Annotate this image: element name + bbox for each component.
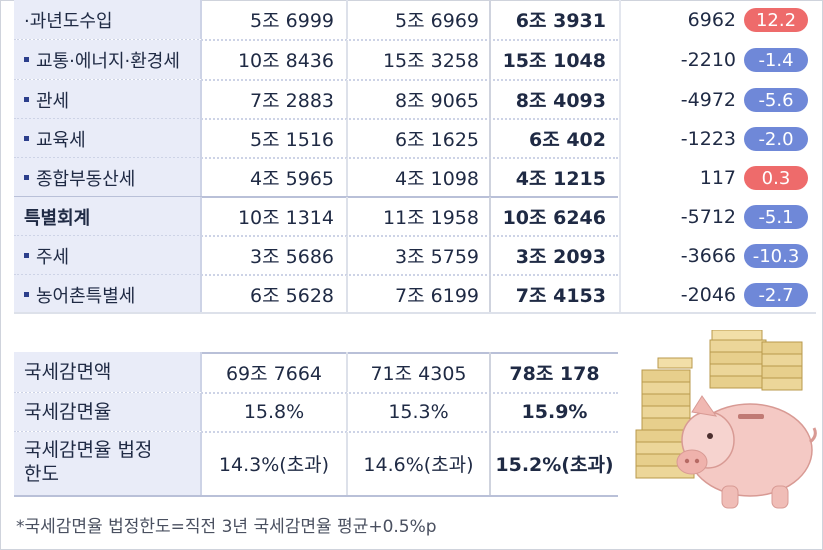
piggy-bank-with-money-stacks-icon xyxy=(635,330,817,509)
bullet-icon xyxy=(24,97,29,102)
bullet-icon xyxy=(24,57,29,62)
change-value: -3666 xyxy=(680,244,736,267)
table-row: 국세감면율 15.8% 15.3% 15.9% xyxy=(14,393,618,431)
value-col2: 5조 6969 xyxy=(348,0,491,39)
table-row: 교육세 5조 1516 6조 1625 6조 402 xyxy=(14,119,618,158)
value-col1: 5조 1516 xyxy=(202,119,348,158)
bullet-icon xyxy=(24,253,29,258)
change-cell: -1223 -2.0 xyxy=(620,119,816,158)
value-col3: 15조 1048 xyxy=(502,50,606,72)
change-cell: -2210 -1.4 xyxy=(620,40,816,79)
row-label: 교육세 xyxy=(14,119,202,158)
change-value: -1223 xyxy=(680,127,736,150)
value-col3: 6조 3931 xyxy=(515,10,606,32)
change-cell: 117 0.3 xyxy=(620,158,816,197)
value-col1: 4조 5965 xyxy=(202,158,348,197)
column-divider xyxy=(619,0,621,313)
change-cell: -3666 -10.3 xyxy=(620,236,816,275)
value-col2: 71조 4305 xyxy=(348,352,491,392)
value-col1: 69조 7664 xyxy=(202,352,348,392)
row-label: 농어촌특별세 xyxy=(14,275,202,314)
value-col3: 3조 2093 xyxy=(515,246,606,268)
table-row: 주세 3조 5686 3조 5759 3조 2093 xyxy=(14,236,618,275)
value-col2: 15.3% xyxy=(348,393,491,431)
value-col2: 6조 1625 xyxy=(348,119,491,158)
value-col3: 7조 4153 xyxy=(515,285,606,307)
change-value: -4972 xyxy=(680,88,736,111)
table-row: 관세 7조 2883 8조 9065 8조 4093 xyxy=(14,80,618,119)
change-cell: 6962 12.2 xyxy=(620,0,816,39)
row-label: 국세감면율 xyxy=(14,393,202,431)
row-label: 관세 xyxy=(14,80,202,119)
rate-badge: 0.3 xyxy=(744,166,808,190)
value-col1: 10조 8436 xyxy=(202,40,348,79)
value-col1: 5조 6999 xyxy=(202,0,348,39)
table-row: 국세감면율 법정 한도 14.3%(초과) 14.6%(초과) 15.2%(초과… xyxy=(14,432,618,495)
value-col2: 8조 9065 xyxy=(348,80,491,119)
rate-badge: -10.3 xyxy=(744,244,808,268)
table-row: 국세감면액 69조 7664 71조 4305 78조 178 xyxy=(14,352,618,392)
table-row: 종합부동산세 4조 5965 4조 1098 4조 1215 xyxy=(14,158,618,197)
bullet-icon xyxy=(24,175,29,180)
row-label: 국세감면액 xyxy=(14,352,202,392)
value-col1: 10조 1314 xyxy=(202,197,348,236)
value-col3: 15.2%(초과) xyxy=(495,454,614,476)
row-label: 국세감면율 법정 한도 xyxy=(14,432,202,495)
change-value: -2046 xyxy=(680,283,736,306)
change-value: 6962 xyxy=(687,8,736,31)
value-col3: 10조 6246 xyxy=(502,207,606,229)
row-label: 주세 xyxy=(14,236,202,275)
value-col1: 15.8% xyxy=(202,393,348,431)
value-col1: 7조 2883 xyxy=(202,80,348,119)
change-cell: -2046 -2.7 xyxy=(620,275,816,314)
value-col3: 4조 1215 xyxy=(515,168,606,190)
rate-badge: -5.6 xyxy=(744,88,808,112)
rate-badge: -2.0 xyxy=(744,127,808,151)
table-border xyxy=(14,352,618,354)
value-col2: 4조 1098 xyxy=(348,158,491,197)
footnote: *국세감면율 법정한도=직전 3년 국세감면율 평균+0.5%p xyxy=(16,517,437,537)
value-col1: 3조 5686 xyxy=(202,236,348,275)
change-value: -5712 xyxy=(680,205,736,228)
table-border xyxy=(14,495,618,497)
rate-badge: -2.7 xyxy=(744,283,808,307)
bullet-icon xyxy=(24,292,29,297)
value-col3: 15.9% xyxy=(521,401,588,423)
table-divider xyxy=(14,312,816,314)
rate-badge: 12.2 xyxy=(744,8,808,32)
rate-badge: -5.1 xyxy=(744,205,808,229)
value-col3: 6조 402 xyxy=(529,129,606,151)
value-col2: 3조 5759 xyxy=(348,236,491,275)
value-col3: 78조 178 xyxy=(509,362,600,385)
value-col2: 15조 3258 xyxy=(348,40,491,79)
rate-badge: -1.4 xyxy=(744,48,808,72)
bullet-icon xyxy=(24,136,29,141)
table-row: 교통·에너지·환경세 10조 8436 15조 3258 15조 1048 xyxy=(14,40,618,79)
change-value: 117 xyxy=(699,166,736,189)
table-row: 농어촌특별세 6조 5628 7조 6199 7조 4153 xyxy=(14,275,618,314)
table-row: 특별회계 10조 1314 11조 1958 10조 6246 xyxy=(14,197,618,236)
value-col1: 14.3%(초과) xyxy=(202,432,348,495)
row-label: 특별회계 xyxy=(14,197,202,236)
change-value: -2210 xyxy=(680,48,736,71)
value-col3: 8조 4093 xyxy=(515,90,606,112)
value-col1: 6조 5628 xyxy=(202,275,348,314)
row-label: 교통·에너지·환경세 xyxy=(14,40,202,79)
value-col2: 11조 1958 xyxy=(348,197,491,236)
change-cell: -5712 -5.1 xyxy=(620,197,816,236)
table-row: ·과년도수입 5조 6999 5조 6969 6조 3931 xyxy=(14,0,618,39)
value-col2: 14.6%(초과) xyxy=(348,432,491,495)
change-cell: -4972 -5.6 xyxy=(620,80,816,119)
value-col2: 7조 6199 xyxy=(348,275,491,314)
row-label: ·과년도수입 xyxy=(14,0,202,39)
row-label: 종합부동산세 xyxy=(14,158,202,197)
